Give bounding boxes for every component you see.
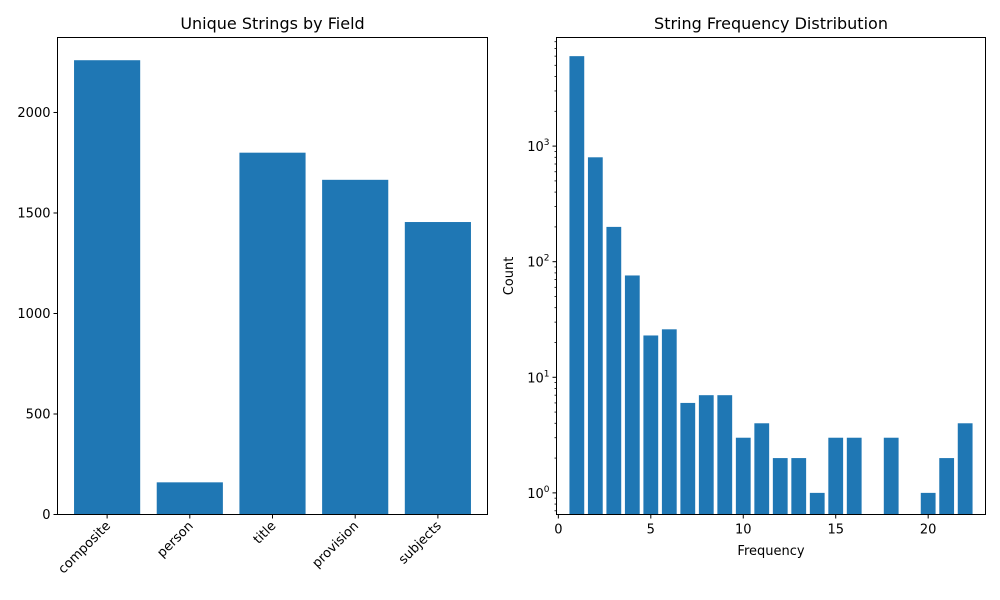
bar-frequency-21	[939, 458, 955, 515]
bar-frequency-18	[883, 437, 899, 515]
x-axis-label: Frequency	[737, 544, 804, 559]
y-tick-exponent: 2	[544, 254, 550, 264]
bar-provision	[322, 179, 389, 515]
bar-frequency-7	[680, 402, 696, 515]
bar-frequency-16	[846, 437, 862, 515]
y-tick-base: 10	[527, 371, 544, 386]
bar-frequency-20	[920, 492, 936, 515]
y-tick-base: 10	[527, 140, 544, 155]
bar-frequency-4	[624, 275, 640, 515]
x-tick-label: 15	[827, 523, 844, 538]
bar-frequency-13	[791, 458, 807, 515]
y-tick-base: 10	[527, 487, 544, 502]
plot-frame	[556, 37, 986, 515]
chart-title: Unique Strings by Field	[180, 14, 364, 33]
y-tick-label: 102	[527, 254, 549, 271]
y-tick-label: 500	[26, 407, 51, 422]
x-tick-label: title	[251, 519, 280, 548]
bar-frequency-10	[735, 437, 751, 515]
x-ticks: 0 5 10 15 20	[554, 514, 937, 538]
bar-frequency-3	[606, 226, 622, 515]
x-tick-label: 0	[554, 523, 562, 538]
bar-frequency-1	[569, 56, 585, 515]
y-tick-exponent: 3	[544, 138, 550, 148]
x-tick-label: 20	[920, 523, 937, 538]
bar-person	[156, 482, 223, 515]
bar-frequency-9	[717, 395, 733, 515]
plot-frame	[57, 37, 488, 515]
x-ticks: composite person title provision subjects	[56, 514, 445, 577]
y-tick-label: 2000	[17, 106, 50, 121]
x-tick-label: 5	[647, 523, 655, 538]
bar-title	[239, 152, 306, 515]
y-tick-label: 100	[527, 485, 550, 502]
bar-composite	[74, 60, 141, 515]
bars	[569, 56, 973, 515]
bar-frequency-11	[754, 423, 770, 515]
y-tick-exponent: 0	[544, 485, 550, 495]
y-tick-label: 103	[527, 138, 549, 155]
x-tick-label: subjects	[396, 519, 445, 568]
bar-subjects	[404, 222, 471, 515]
x-tick-label: provision	[310, 519, 362, 571]
bar-frequency-5	[643, 335, 659, 515]
bar-frequency-2	[587, 157, 603, 515]
bar-frequency-14	[809, 492, 825, 515]
y-tick-exponent: 1	[544, 369, 550, 379]
bar-frequency-15	[828, 437, 844, 515]
y-axis-label: Count	[502, 257, 517, 296]
bar-frequency-6	[661, 329, 677, 515]
y-ticks: 0 500 1000 1500 2000	[17, 106, 58, 523]
bars	[74, 60, 471, 515]
chart-title: String Frequency Distribution	[654, 14, 888, 33]
bar-frequency-8	[698, 395, 714, 515]
y-tick-label: 101	[527, 369, 549, 386]
y-tick-base: 10	[527, 256, 544, 271]
bar-frequency-22	[957, 423, 973, 515]
x-tick-label: person	[155, 519, 197, 561]
y-tick-label: 1000	[17, 307, 50, 322]
x-tick-label: composite	[56, 519, 114, 577]
bar-frequency-12	[772, 458, 788, 515]
chart-unique-strings-by-field: Unique Strings by Field composite person t…	[17, 14, 488, 577]
chart-string-frequency-distribution: String Frequency Distribution 0 5 10 15 20 1…	[502, 14, 986, 559]
y-tick-label: 0	[42, 508, 50, 523]
y-tick-label: 1500	[17, 206, 50, 221]
x-tick-label: 10	[735, 523, 752, 538]
